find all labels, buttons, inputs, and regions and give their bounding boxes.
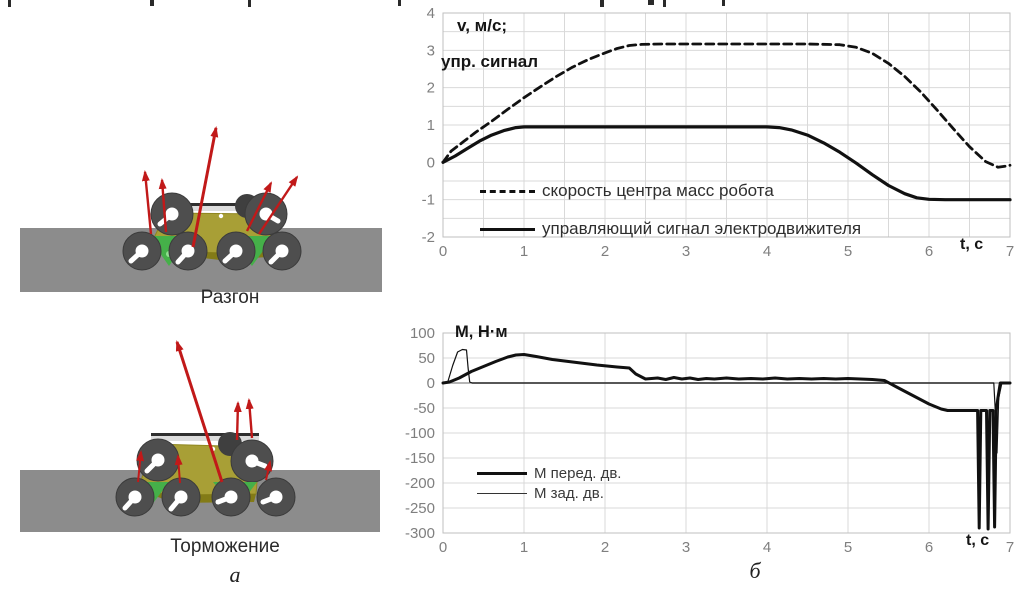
svg-text:-150: -150 xyxy=(405,450,435,467)
legend-label: скорость центра масс робота xyxy=(542,181,774,200)
svg-text:4: 4 xyxy=(427,5,435,22)
svg-text:1: 1 xyxy=(520,539,528,556)
svg-text:3: 3 xyxy=(427,42,435,59)
right-caption: б xyxy=(749,558,761,583)
svg-text:-100: -100 xyxy=(405,425,435,442)
svg-text:3: 3 xyxy=(682,243,690,260)
svg-text:2: 2 xyxy=(427,80,435,97)
braking-scene-image xyxy=(20,340,380,532)
svg-text:100: 100 xyxy=(410,325,435,342)
left-caption: а xyxy=(229,562,241,587)
thin-line-swatch xyxy=(477,493,527,494)
torque-chart-title: М, Н·м xyxy=(455,323,508,341)
svg-text:4: 4 xyxy=(763,539,771,556)
svg-text:1: 1 xyxy=(427,117,435,134)
torque-chart: 0 1 2 3 4 5 6 7 -300 -250 -200 -150 -100 -50 0 50 100 xyxy=(405,325,1014,556)
acceleration-scene-image xyxy=(20,126,382,292)
svg-text:0: 0 xyxy=(427,375,435,392)
svg-text:3: 3 xyxy=(682,539,690,556)
svg-text:50: 50 xyxy=(418,350,435,367)
wheel-hub-caps xyxy=(135,207,289,258)
svg-text:6: 6 xyxy=(925,243,933,260)
legend-item-control-signal: управляющий сигнал электродвижителя xyxy=(480,219,861,239)
svg-text:-2: -2 xyxy=(422,229,435,246)
svg-text:-50: -50 xyxy=(413,400,435,417)
svg-text:7: 7 xyxy=(1006,539,1014,556)
acceleration-label: Разгон xyxy=(200,287,260,308)
svg-text:0: 0 xyxy=(427,154,435,171)
thick-line-swatch xyxy=(477,472,527,475)
svg-text:6: 6 xyxy=(925,539,933,556)
solid-line-swatch xyxy=(480,227,535,231)
braking-label: Торможение xyxy=(170,536,280,557)
svg-text:0: 0 xyxy=(439,243,447,260)
velocity-chart-title-line1: v, м/с; xyxy=(457,16,508,35)
svg-text:0: 0 xyxy=(439,539,447,556)
legend-item-velocity: скорость центра масс робота xyxy=(480,181,774,201)
legend-label: М зад. дв. xyxy=(534,485,604,502)
force-arrows xyxy=(136,340,272,484)
legend-label: М перед. дв. xyxy=(534,465,622,482)
svg-text:5: 5 xyxy=(844,243,852,260)
svg-text:2: 2 xyxy=(601,243,609,260)
svg-text:1: 1 xyxy=(520,243,528,260)
velocity-chart-xlabel: t, с xyxy=(960,236,984,253)
svg-text:-250: -250 xyxy=(405,500,435,517)
force-arrows xyxy=(141,126,299,248)
svg-text:4: 4 xyxy=(763,243,771,260)
dashed-line-swatch xyxy=(480,189,535,193)
legend-label: управляющий сигнал электродвижителя xyxy=(542,219,862,238)
svg-text:7: 7 xyxy=(1006,243,1014,260)
svg-text:-200: -200 xyxy=(405,475,435,492)
velocity-chart: 0 1 2 3 4 5 6 7 -2 -1 0 1 2 3 4 xyxy=(422,5,1015,260)
svg-text:-300: -300 xyxy=(405,525,435,542)
velocity-chart-title-line2: упр. сигнал xyxy=(441,52,539,71)
svg-text:5: 5 xyxy=(844,539,852,556)
legend-item-front-motor: М перед. дв. xyxy=(477,465,621,482)
svg-text:-1: -1 xyxy=(422,192,435,209)
wheel-hub-caps xyxy=(128,453,283,504)
svg-text:2: 2 xyxy=(601,539,609,556)
torque-chart-xlabel: t, с xyxy=(966,532,990,549)
legend-item-rear-motor: М зад. дв. xyxy=(477,485,604,502)
